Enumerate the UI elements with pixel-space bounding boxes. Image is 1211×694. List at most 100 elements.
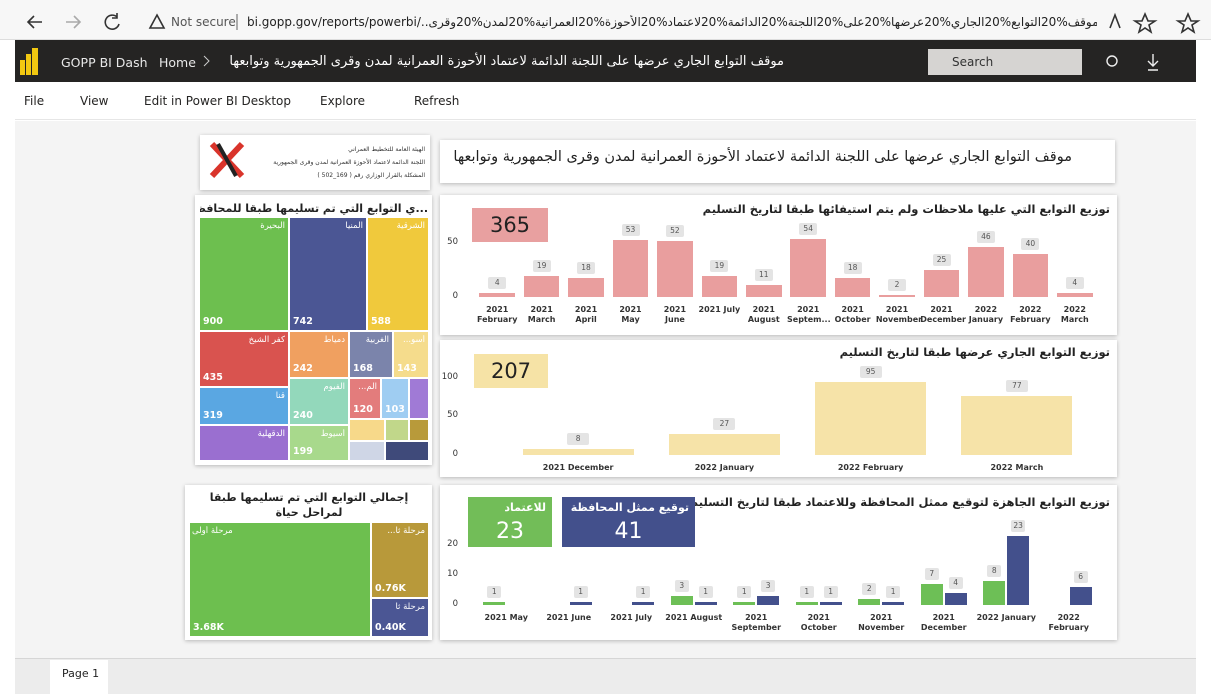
page-tab[interactable] [50,660,108,694]
tile-label: مرحلة أولى [192,526,233,536]
treemap-tile [200,388,288,424]
settings-icon[interactable] [1106,55,1118,67]
data-label: 1 [698,586,713,598]
edit-button[interactable]: Edit in Power BI Desktop [144,94,291,108]
refresh-button[interactable]: Refresh [414,94,460,108]
favorite-icon[interactable] [1132,11,1158,34]
data-label: 8 [567,432,590,445]
y-tick-label: 0 [452,291,458,301]
tile-value: 120 [353,404,373,415]
forward-button[interactable] [66,15,82,29]
x-tick-label: 2022 March [990,463,1044,472]
x-tick-label: 2021 June [663,305,687,324]
refresh-button[interactable] [104,13,120,30]
x-tick-label: 2022 March [1060,305,1089,324]
y-tick-label: 50 [447,236,458,247]
data-label: 18 [577,261,596,274]
kpi-value: 23 [496,519,524,544]
tile-label: دمياط [323,335,345,345]
kpi-label: توقيع ممثل المحافظة [570,501,689,514]
bar [920,584,943,605]
browser-bar [0,0,1211,40]
breadcrumb[interactable]: Home [159,55,196,70]
file-menu[interactable]: File [24,94,45,108]
download-icon[interactable] [1147,54,1159,71]
url[interactable]: bi.gopp.gov/reports/powerbi/..الجمه%20مو… [247,15,1097,29]
tile-value: 3.68K [193,622,224,633]
chevron [203,55,210,67]
treemap-tile [350,442,384,460]
data-label: 95 [859,365,882,378]
bar [961,395,1073,455]
x-tick-label: 2021 October [800,613,837,632]
bar [882,602,905,605]
data-label: 1 [886,586,901,598]
treemap-tile [200,332,288,386]
app-bar-icons [20,48,1159,75]
tile-value: 588 [371,316,391,327]
treemap-tile [190,523,370,636]
bar [819,602,842,605]
bar [795,602,818,605]
x-tick-label: 2021 Septem... [787,305,831,324]
x-tick-label: 2021 July [698,305,741,314]
x-tick-label: 2021 March [527,305,556,324]
treemap-tile [372,599,428,636]
data-label: 19 [532,260,551,273]
kpi-card [474,354,548,388]
tile-label: مرحلة ثا [395,602,425,612]
x-tick-label: 2021 November [858,613,905,632]
x-tick-label: 2021 December [542,463,614,472]
search-placeholder[interactable]: Search [952,55,994,69]
search-box[interactable] [928,49,1082,75]
chart-card [440,485,1117,640]
data-label: 19 [710,260,729,273]
favorites-icon[interactable] [1175,11,1201,34]
explore-menu[interactable]: Explore [320,94,366,108]
data-label: 53 [621,223,640,236]
app-name[interactable]: GOPP BI Dash [61,55,148,70]
treemap-tile [350,420,384,440]
tile-value: 143 [397,363,417,374]
bar [1057,292,1093,297]
bar [746,285,782,297]
bar [923,269,960,297]
tile-value: 742 [293,316,313,327]
view-menu[interactable]: View [80,94,109,108]
kpi-value: 365 [489,213,531,237]
bar [1012,253,1049,297]
browser-icons [26,11,1201,34]
back-button[interactable] [26,15,42,29]
bar [858,599,881,605]
data-label: 27 [713,418,736,431]
page-tab-label[interactable]: Page 1 [62,667,100,680]
data-label: 77 [1005,379,1028,392]
bar [757,596,780,605]
tile-label: البحيرة [260,221,285,231]
treemap-tile [290,379,348,424]
x-tick-label: 2021 May [619,305,642,324]
bar [944,593,967,605]
x-tick-label: 2021 February [476,305,518,324]
tile-value: 900 [203,316,223,327]
kpi-card [472,208,548,242]
treemap-tile [394,332,428,377]
org-lines: الهيئة العامة للتخطيط العمراني اللجنة ال… [250,143,425,182]
tile-label: أسيوط [320,429,345,439]
read-aloud-icon[interactable] [1109,12,1121,29]
org-line: اللجنة الدائمة لاعتماد الأحوزة العمرانية… [273,159,425,166]
bar [479,292,515,297]
x-tick-label: 2022 January [694,463,755,472]
treemap-tile [372,523,428,597]
data-label: 1 [573,586,588,598]
bar [670,596,693,605]
y-tick-label: 100 [441,371,458,382]
data-label: 4 [1065,276,1084,289]
chart-card [440,195,1117,335]
treemap-tile [290,426,348,460]
bar [815,381,927,455]
kpi-value: 207 [490,359,532,383]
y-tick-label: 50 [447,410,458,421]
bar [523,276,560,297]
tile-label: كفر الشيخ [248,335,285,345]
